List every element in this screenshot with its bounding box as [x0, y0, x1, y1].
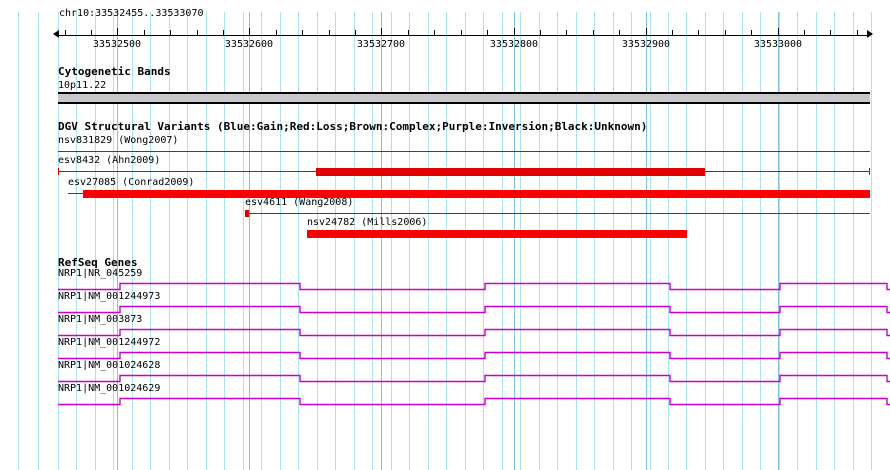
ruler-tick — [672, 30, 673, 36]
track-label-nsv24782: nsv24782 (Mills2006) — [307, 217, 428, 228]
ruler-tick-label: 33532900 — [621, 39, 671, 50]
section-title-refseq-genes: RefSeq Genes — [58, 256, 138, 269]
ruler-tick-major — [249, 28, 250, 36]
section-title-cytogenetic-bands: Cytogenetic Bands — [58, 65, 171, 78]
ruler-tick — [566, 30, 567, 36]
ruler-tick-major — [514, 28, 515, 36]
variant-block-nsv24782[interactable] — [307, 230, 687, 238]
gene-model-NM_001244973[interactable] — [0, 304, 890, 316]
ruler-tick — [144, 30, 145, 36]
ruler-tick — [355, 30, 356, 36]
ruler-tick — [857, 30, 858, 36]
ruler-tick — [461, 30, 462, 36]
ruler-tick — [751, 30, 752, 36]
track-label-nsv831829: nsv831829 (Wong2007) — [58, 135, 179, 146]
ruler-tick-label: 33533000 — [753, 39, 803, 50]
left-arrow-icon[interactable] — [53, 30, 59, 38]
track-label-NM_001244972: NRP1|NM_001244972 — [58, 337, 161, 348]
ruler-tick — [487, 30, 488, 36]
ruler-tick — [329, 30, 330, 36]
track-label-NM_001024629: NRP1|NM_001024629 — [58, 383, 161, 394]
ruler-tick — [65, 30, 66, 36]
gene-intron-line — [58, 397, 890, 406]
gene-intron-line — [58, 374, 890, 383]
ruler-tick-label: 33532600 — [224, 39, 274, 50]
gene-intron-line — [58, 328, 890, 337]
ruler-tick — [197, 30, 198, 36]
ruler-tick — [276, 30, 277, 36]
ruler-tick — [408, 30, 409, 36]
ruler-tick-major — [381, 28, 382, 36]
ruler-tick — [170, 30, 171, 36]
gene-model-NM_001244972[interactable] — [0, 350, 890, 362]
variant-endcap-esv8432 — [869, 168, 870, 175]
gene-model-NR_045259[interactable] — [0, 281, 890, 293]
ruler-tick — [302, 30, 303, 36]
ruler-tick — [830, 30, 831, 36]
section-title-dgv-structural-variants: DGV Structural Variants (Blue:Gain;Red:L… — [58, 120, 648, 133]
ruler-tick-major — [778, 28, 779, 36]
variant-marker-esv4611[interactable] — [245, 210, 249, 217]
variant-block-esv8432[interactable] — [316, 168, 705, 176]
track-label-NM_003873: NRP1|NM_003873 — [58, 314, 143, 325]
track-label-NR_045259: NRP1|NR_045259 — [58, 268, 143, 279]
cytoband-bar[interactable] — [58, 92, 870, 104]
track-label-esv8432: esv8432 (Ahn2009) — [58, 155, 161, 166]
ruler-tick-label: 33532800 — [489, 39, 539, 50]
gene-intron-line — [58, 351, 890, 360]
track-label-NM_001244973: NRP1|NM_001244973 — [58, 291, 161, 302]
right-arrow-icon[interactable] — [867, 30, 873, 38]
ruler-tick — [804, 30, 805, 36]
ruler-tick — [540, 30, 541, 36]
ruler-tick — [725, 30, 726, 36]
variant-block-esv27085[interactable] — [83, 190, 870, 198]
axis-line — [58, 35, 870, 36]
gene-model-NM_001024628[interactable] — [0, 373, 890, 385]
ruler-tick-major — [117, 28, 118, 36]
ruler-tick — [593, 30, 594, 36]
gene-model-NM_001024629[interactable] — [0, 396, 890, 408]
ruler-tick — [434, 30, 435, 36]
track-label-esv4611: esv4611 (Wang2008) — [245, 197, 354, 208]
track-label-NM_001024628: NRP1|NM_001024628 — [58, 360, 161, 371]
locus-label: chr10:33532455..33533070 — [59, 8, 204, 19]
ruler-tick — [698, 30, 699, 36]
ruler-tick-major — [646, 28, 647, 36]
ruler-tick — [619, 30, 620, 36]
variant-endcap-esv8432 — [58, 168, 59, 175]
variant-line-esv4611[interactable] — [245, 213, 870, 214]
gene-intron-line — [58, 282, 890, 291]
track-label-cytoband: 10p11.22 — [58, 80, 107, 91]
variant-line-nsv831829[interactable] — [58, 151, 870, 152]
gene-intron-line — [58, 305, 890, 314]
coordinate-ruler[interactable]: chr10:33532455..33533070 33532500 3353260… — [0, 8, 890, 52]
gene-model-NM_003873[interactable] — [0, 327, 890, 339]
ruler-tick-label: 33532500 — [92, 39, 142, 50]
track-label-esv27085: esv27085 (Conrad2009) — [68, 177, 195, 188]
ruler-tick — [223, 30, 224, 36]
ruler-tick-label: 33532700 — [356, 39, 406, 50]
ruler-tick — [91, 30, 92, 36]
